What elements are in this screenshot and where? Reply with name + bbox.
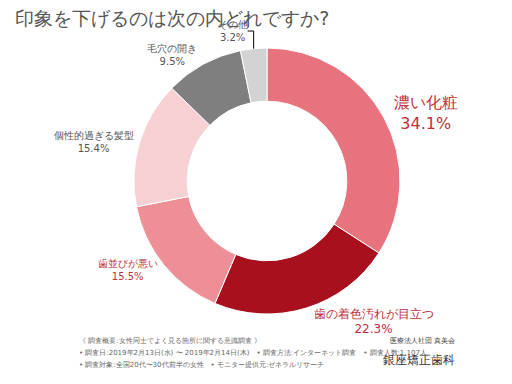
svg-text:印象を下げるのは次の内どれですか?: 印象を下げるのは次の内どれですか? [15, 7, 329, 29]
svg-text:歯並びが悪い15.5%: 歯並びが悪い15.5% [98, 258, 158, 282]
svg-text:《 調査概要:女性同士でよく見る箇所に関する意識調査 》: 《 調査概要:女性同士でよく見る箇所に関する意識調査 》 [79, 337, 261, 345]
svg-text:毛穴の開き9.5%: 毛穴の開き9.5% [147, 43, 197, 67]
svg-text:個性的過ぎる髪型15.4%: 個性的過ぎる髪型15.4% [54, 130, 134, 154]
svg-text:濃い化粧34.1%: 濃い化粧34.1% [394, 93, 458, 133]
svg-text:• 調査日:2019年2月13日(水) 〜 2019年2月1: • 調査日:2019年2月13日(水) 〜 2019年2月14日(木) • 調査… [79, 349, 427, 357]
svg-text:その他3.2%: その他3.2% [218, 19, 248, 43]
svg-text:• 調査対象:全国20代〜30代前半の女性 • モニター提供: • 調査対象:全国20代〜30代前半の女性 • モニター提供元:ゼネラルリサーチ [79, 361, 324, 369]
svg-text:歯の着色汚れが目立つ22.3%: 歯の着色汚れが目立つ22.3% [314, 307, 434, 337]
svg-text:医療法人社団 真美会: 医療法人社団 真美会 [390, 337, 455, 345]
svg-text:銀座矯正歯科: 銀座矯正歯科 [383, 353, 455, 367]
